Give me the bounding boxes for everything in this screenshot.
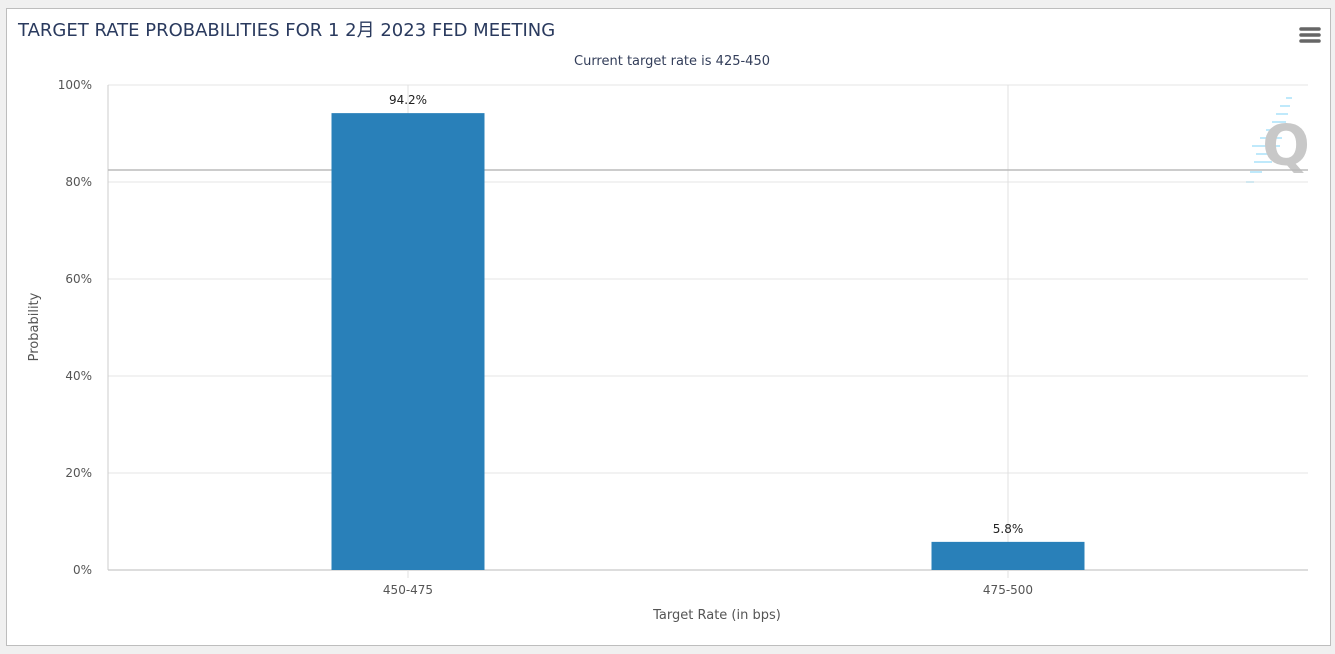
x-axis-title: Target Rate (in bps) [652,608,781,623]
menu-button[interactable] [1296,24,1322,46]
y-tick-label: 100% [58,78,92,92]
bar-475-500 [931,541,1085,570]
x-tick-label: 475-500 [983,583,1033,597]
watermark-letter: Q [1262,114,1310,179]
chart-title: TARGET RATE PROBABILITIES FOR 1 2月 2023 … [17,20,555,41]
y-tick-label: 40% [65,369,92,383]
y-tick-label: 60% [65,272,92,286]
data-label: 5.8% [993,522,1024,536]
y-tick-label: 80% [65,175,92,189]
watermark-logo: Q [1246,97,1310,183]
data-label: 94.2% [389,93,427,107]
hamburger-menu-icon [1299,27,1321,43]
chart-container [6,8,1331,646]
y-tick-label: 20% [65,466,92,480]
chart-subtitle: Current target rate is 425-450 [574,54,770,69]
x-tick-label: 450-475 [383,583,433,597]
y-axis-title: Probability [27,292,42,361]
bar-450-475 [331,113,485,570]
y-tick-label: 0% [73,563,92,577]
